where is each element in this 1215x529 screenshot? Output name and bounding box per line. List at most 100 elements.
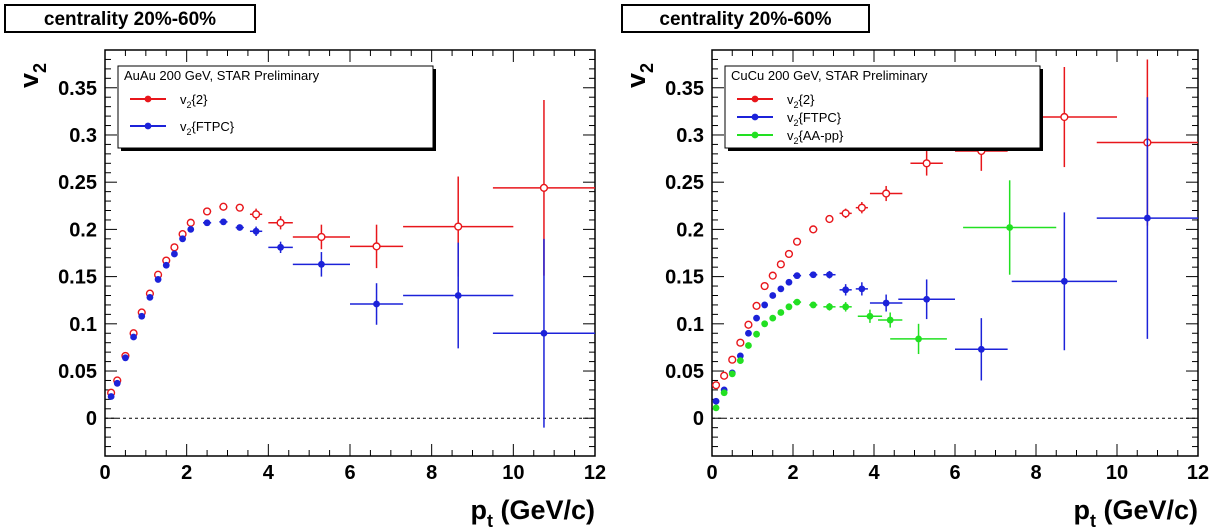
marker-filled-circle — [122, 354, 129, 362]
data-point — [792, 237, 802, 246]
data-point — [760, 281, 769, 291]
data-point — [179, 235, 186, 243]
legend-entry: v2{2} — [737, 92, 815, 110]
legend-label-sub: 2 — [187, 100, 192, 110]
marker-filled-circle — [777, 285, 785, 293]
marker-filled-circle — [203, 219, 211, 227]
x-axis-label-sub: t — [1090, 511, 1096, 529]
x-tick-label: 0 — [99, 462, 110, 484]
marker-open-circle — [1060, 112, 1069, 122]
data-point — [839, 284, 852, 296]
legend: CuCu 200 GeV, STAR Preliminaryv2{2}v2{FT… — [724, 65, 1043, 151]
marker-filled-circle — [793, 298, 801, 306]
x-tick-label: 10 — [1106, 462, 1128, 484]
data-point — [769, 292, 777, 299]
marker-open-circle — [752, 301, 761, 310]
legend-label-sub: 2 — [794, 118, 799, 128]
x-axis-label-unit: (GeV/c) — [1096, 495, 1198, 525]
data-point — [728, 355, 737, 364]
y-tick-label: 0.05 — [665, 361, 704, 383]
legend-entry: v2{2} — [130, 92, 208, 110]
data-point — [736, 338, 745, 347]
data-point — [711, 381, 721, 390]
marker-filled-circle — [107, 393, 115, 400]
data-point — [130, 333, 137, 341]
data-point — [122, 354, 129, 362]
y-tick-label: 0.05 — [58, 361, 97, 383]
data-point — [154, 276, 162, 283]
marker-filled-circle — [1060, 277, 1068, 285]
y-axis-label-main: v — [14, 73, 44, 88]
marker-filled-circle — [769, 314, 777, 322]
data-point — [712, 404, 720, 412]
y-tick-label: 0.1 — [69, 314, 97, 336]
marker-open-circle — [857, 203, 866, 212]
x-tick-label: 12 — [584, 462, 606, 484]
x-tick-label: 4 — [868, 462, 880, 484]
data-point — [492, 238, 595, 428]
data-point — [855, 282, 868, 296]
marker-filled-circle — [138, 312, 146, 320]
data-point — [720, 371, 729, 380]
data-point — [403, 242, 514, 349]
data-point — [761, 320, 769, 328]
marker-filled-circle — [882, 299, 890, 307]
x-axis-label-main: p — [470, 495, 487, 525]
x-tick-label: 0 — [706, 462, 717, 484]
marker-filled-circle — [777, 309, 785, 316]
x-axis-label: pt (GeV/c) — [1073, 495, 1198, 529]
marker-filled-circle — [923, 295, 931, 303]
data-point — [728, 370, 736, 378]
legend-marker — [751, 95, 759, 103]
legend-label-tail: {FTPC} — [192, 119, 235, 134]
legend-label-tail: {FTPC} — [799, 110, 842, 125]
y-tick-label: 0.35 — [58, 78, 97, 100]
marker-filled-circle — [915, 335, 922, 343]
y-tick-label: 0 — [693, 408, 704, 430]
data-point — [146, 293, 154, 301]
marker-open-circle — [744, 320, 753, 329]
legend-entry: v2{AA-pp} — [737, 128, 844, 146]
data-point — [113, 379, 121, 387]
data-point — [138, 312, 146, 320]
data-point — [793, 272, 802, 280]
legend-label-main: v — [787, 92, 794, 107]
data-point — [878, 312, 903, 328]
marker-filled-circle — [826, 303, 833, 311]
marker-filled-circle — [745, 329, 752, 337]
legend-label-main: v — [180, 119, 187, 134]
chart-title: centrality 20%-60% — [659, 9, 831, 30]
marker-filled-circle — [785, 303, 793, 311]
marker-filled-circle — [236, 224, 244, 231]
x-axis-label-sub: t — [487, 511, 493, 529]
marker-filled-circle — [793, 272, 801, 280]
data-point — [809, 225, 818, 234]
chart-title: centrality 20%-60% — [44, 9, 216, 30]
marker-filled-circle — [753, 330, 760, 338]
marker-open-circle — [202, 207, 212, 216]
data-point — [793, 298, 802, 306]
legend-label: v2{FTPC} — [787, 110, 842, 128]
marker-filled-circle — [277, 243, 284, 251]
marker-open-circle — [825, 214, 834, 224]
title-box — [621, 4, 870, 33]
data-point — [785, 278, 793, 286]
marker-filled-circle — [113, 379, 121, 387]
marker-filled-circle — [858, 285, 866, 293]
data-point — [753, 314, 760, 322]
legend-label: v2{2} — [787, 92, 815, 110]
marker-filled-circle — [454, 292, 462, 299]
marker-filled-circle — [252, 227, 260, 235]
marker-filled-circle — [187, 225, 195, 233]
data-point — [745, 342, 752, 349]
legend-box — [724, 65, 1041, 149]
marker-open-circle — [186, 218, 195, 227]
marker-open-circle — [768, 271, 777, 280]
data-point — [712, 397, 720, 405]
y-tick-label: 0.15 — [58, 267, 97, 289]
data-point — [186, 218, 195, 227]
data-point — [292, 224, 350, 250]
y-tick-label: 0.2 — [676, 219, 704, 241]
data-point — [350, 283, 404, 325]
marker-filled-circle — [809, 301, 817, 309]
